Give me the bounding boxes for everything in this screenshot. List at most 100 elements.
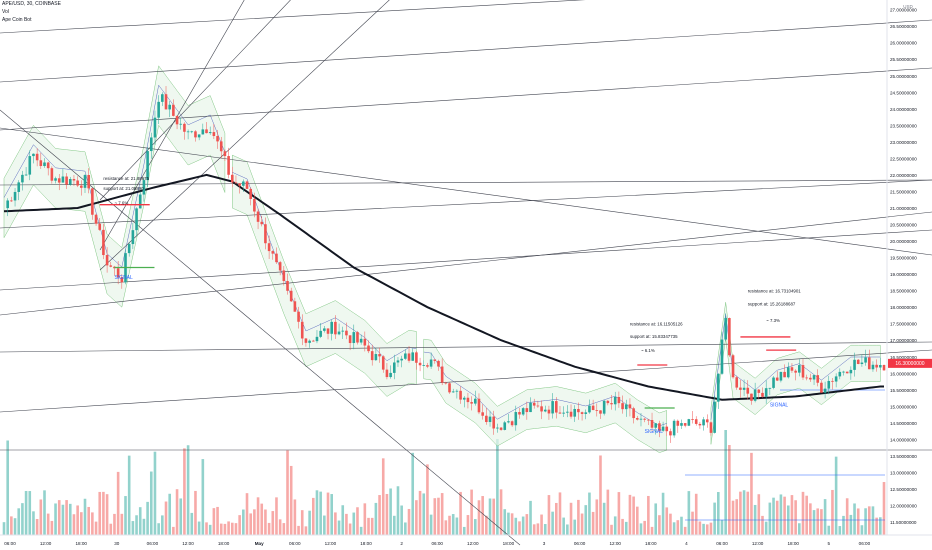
bot-indicator-label[interactable]: Ape Coin Bot bbox=[2, 17, 32, 23]
band-midline bbox=[710, 313, 881, 420]
volume-bar bbox=[459, 491, 462, 535]
volume-bar bbox=[768, 502, 772, 535]
volume-bar bbox=[57, 500, 61, 535]
volume-bar bbox=[172, 526, 175, 535]
volume-bar bbox=[731, 500, 735, 535]
volume-bar bbox=[120, 513, 124, 535]
volume-bar bbox=[687, 491, 691, 535]
volume-bar bbox=[805, 495, 808, 535]
candle-body bbox=[50, 168, 54, 181]
candle-body bbox=[374, 354, 378, 361]
signal-label: SIGNAL bbox=[645, 429, 664, 435]
last-price-badge[interactable]: 16.30000000 bbox=[888, 358, 932, 368]
candle-body bbox=[418, 362, 422, 366]
volume-bar bbox=[555, 502, 558, 535]
candle-body bbox=[168, 104, 171, 110]
volume-bar bbox=[790, 495, 794, 535]
candle-body bbox=[742, 387, 746, 390]
bot-levels bbox=[99, 204, 797, 409]
volume-bar bbox=[529, 500, 532, 535]
candle-body bbox=[812, 375, 816, 380]
volume-bar bbox=[775, 500, 779, 535]
candle-body bbox=[809, 377, 812, 380]
x-tick-label: 12:00 bbox=[325, 541, 337, 546]
symbol-title[interactable]: APE/USD, 30, COINBASE bbox=[2, 1, 61, 7]
volume-bar bbox=[28, 491, 32, 535]
x-tick-label: 12:00 bbox=[467, 541, 479, 546]
candle-body bbox=[28, 156, 32, 175]
volume-bar bbox=[326, 492, 330, 535]
volume-bar bbox=[882, 482, 886, 535]
x-tick-label: 5 bbox=[828, 541, 831, 546]
volume-bar bbox=[80, 512, 83, 535]
candle-body bbox=[315, 336, 319, 342]
candle-body bbox=[739, 387, 742, 390]
candle-body bbox=[731, 355, 735, 378]
x-tick-label: 06:00 bbox=[574, 541, 586, 546]
volume-bar bbox=[197, 521, 201, 535]
candle-body bbox=[661, 426, 665, 431]
candle-body bbox=[473, 398, 477, 404]
volume-bar bbox=[223, 523, 227, 535]
volume-bar bbox=[404, 522, 407, 535]
volume-bar bbox=[50, 520, 54, 535]
band-midline bbox=[3, 84, 226, 268]
volume-bar bbox=[683, 526, 687, 535]
candle-body bbox=[120, 277, 124, 283]
volume-bar bbox=[415, 500, 418, 535]
candle-body bbox=[573, 408, 577, 417]
volume-bar bbox=[658, 515, 661, 535]
candle-body bbox=[798, 365, 801, 373]
volume-bar bbox=[440, 493, 444, 535]
volume-bar bbox=[573, 519, 577, 535]
candle-body bbox=[451, 391, 455, 393]
candle-body bbox=[186, 131, 190, 133]
volume-bar bbox=[702, 523, 705, 535]
candle-body bbox=[311, 340, 315, 342]
candle-body bbox=[426, 365, 429, 367]
volume-bar bbox=[131, 521, 135, 535]
volume-indicator-label[interactable]: Vol bbox=[2, 9, 9, 15]
volume-bar bbox=[363, 503, 367, 535]
volume-bar bbox=[650, 526, 654, 535]
volume-bar bbox=[68, 503, 72, 535]
candle-body bbox=[496, 427, 499, 429]
volume-bar bbox=[864, 508, 867, 535]
candle-body bbox=[396, 360, 400, 363]
volume-bar bbox=[602, 502, 606, 535]
volume-bar bbox=[742, 490, 746, 535]
volume-bar bbox=[757, 494, 761, 535]
volume-bar bbox=[437, 497, 440, 535]
volume-bar bbox=[562, 517, 565, 535]
x-tick-label: 18:00 bbox=[218, 541, 230, 546]
volume-bar bbox=[39, 499, 43, 535]
volume-bar bbox=[400, 505, 403, 535]
volume-bar bbox=[46, 513, 50, 535]
candle-body bbox=[856, 359, 860, 365]
candle-body bbox=[875, 364, 878, 368]
volume-bar bbox=[367, 517, 370, 535]
volume-bar bbox=[65, 500, 68, 535]
candle-body bbox=[359, 338, 363, 343]
candle-body bbox=[326, 328, 330, 334]
volume-bar bbox=[694, 493, 698, 535]
volume-bar bbox=[514, 517, 518, 535]
volume-bar bbox=[849, 514, 853, 535]
volume-bar bbox=[746, 491, 750, 535]
volume-bar bbox=[455, 517, 459, 535]
volume-bar bbox=[422, 493, 426, 535]
candle-body bbox=[348, 335, 352, 344]
volume-bar bbox=[867, 506, 871, 535]
volume-bar bbox=[407, 508, 411, 535]
candle-body bbox=[532, 402, 536, 406]
candle-body bbox=[385, 369, 389, 378]
y-tick-label: 26.00000000 bbox=[890, 41, 917, 46]
volume-bar bbox=[6, 440, 9, 535]
volume-bar bbox=[477, 500, 481, 535]
candle-body bbox=[334, 321, 337, 335]
candle-body bbox=[32, 153, 35, 157]
candle-body bbox=[753, 389, 757, 401]
candle-body bbox=[264, 224, 267, 244]
volume-bar bbox=[794, 500, 797, 535]
